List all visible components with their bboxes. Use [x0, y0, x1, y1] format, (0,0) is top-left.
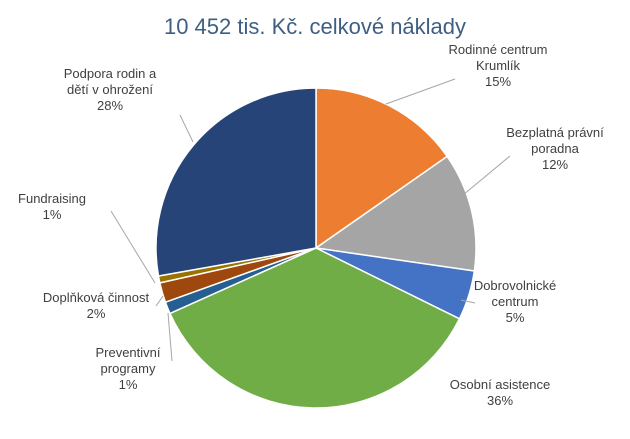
slice-name-label: programy: [101, 361, 156, 376]
leader-line: [110, 210, 156, 284]
slice-label: Osobní asistence 36%: [450, 377, 550, 408]
slice-percent-label: 2%: [87, 306, 106, 321]
slice-name-label: Dobrovolnické: [474, 278, 556, 293]
slice-percent-label: 1%: [43, 207, 62, 222]
leader-line: [179, 114, 194, 143]
pie-slice: [155, 87, 317, 277]
slice-label: Dobrovolnické centrum 5%: [474, 278, 556, 325]
slice-label: Fundraising 1%: [18, 191, 86, 222]
slice-label: Doplňková činnost 2%: [43, 290, 150, 321]
slice-label: Preventivní programy 1%: [95, 345, 160, 392]
leader-lines: [110, 78, 511, 362]
pie-slices: [155, 87, 477, 409]
slice-percent-label: 1%: [119, 377, 138, 392]
leader-line: [460, 299, 476, 304]
leader-line: [385, 78, 456, 105]
chart-title: 10 452 tis. Kč. celkové náklady: [164, 14, 466, 39]
slice-percent-label: 12%: [542, 157, 568, 172]
slice-name-label: Podpora rodin a: [64, 66, 157, 81]
slice-name-label: Krumlík: [476, 58, 521, 73]
slice-name-label: poradna: [531, 141, 579, 156]
slice-label: Podpora rodin a dětí v ohrožení 28%: [64, 66, 157, 113]
slice-name-label: Fundraising: [18, 191, 86, 206]
slice-name-label: Preventivní: [95, 345, 160, 360]
slice-name-label: Rodinné centrum: [449, 42, 548, 57]
leader-line: [155, 295, 164, 307]
pie-slice: [315, 87, 449, 250]
slice-percent-label: 36%: [487, 393, 513, 408]
slice-labels: Rodinné centrum Krumlík 15% Bezplatná právn…: [18, 42, 604, 408]
leader-line: [167, 312, 173, 362]
slice-name-label: Osobní asistence: [450, 377, 550, 392]
slice-percent-label: 28%: [97, 98, 123, 113]
pie-slice: [168, 247, 461, 409]
slice-label: Rodinné centrum Krumlík 15%: [449, 42, 548, 89]
slice-percent-label: 5%: [506, 310, 525, 325]
slice-name-label: centrum: [492, 294, 539, 309]
slice-name-label: Doplňková činnost: [43, 290, 150, 305]
leader-line: [462, 155, 511, 196]
slice-label: Bezplatná právní poradna 12%: [506, 125, 604, 172]
slice-percent-label: 15%: [485, 74, 511, 89]
slice-name-label: Bezplatná právní: [506, 125, 604, 140]
pie-slice: [314, 155, 477, 272]
slice-name-label: dětí v ohrožení: [67, 82, 153, 97]
